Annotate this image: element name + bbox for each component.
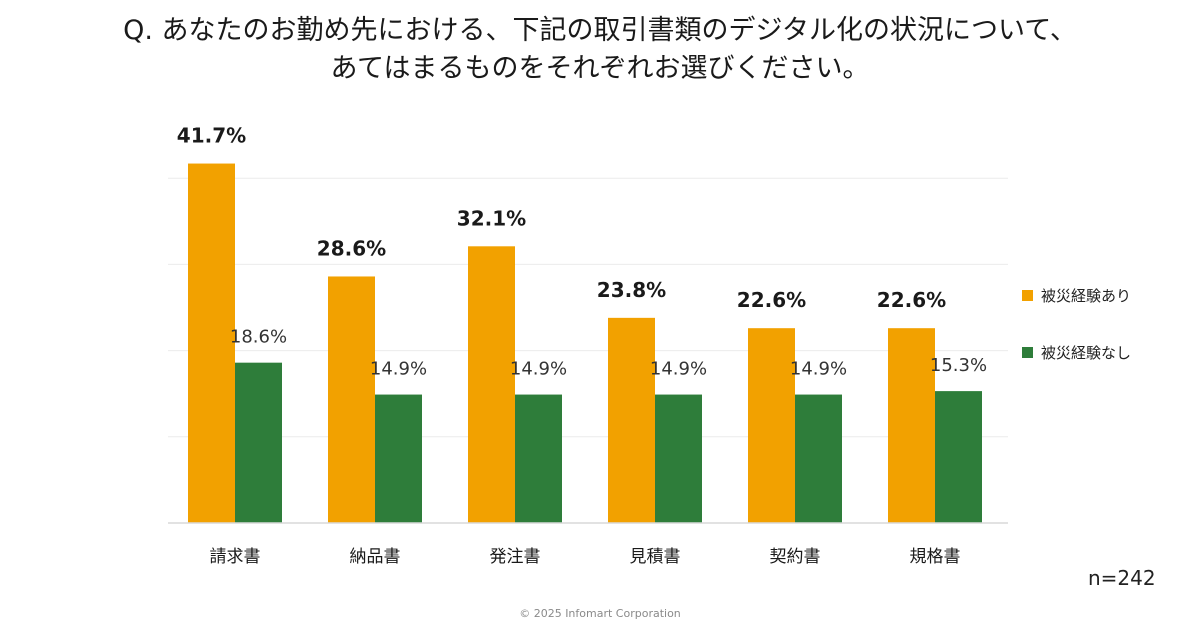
legend-swatch-with-disaster bbox=[1022, 289, 1033, 301]
bar-with-disaster bbox=[188, 163, 235, 523]
data-label-with-disaster: 28.6% bbox=[317, 236, 386, 260]
legend-item-without-disaster: 被災経験なし bbox=[1022, 341, 1131, 363]
category-tick-label: 見積書 bbox=[630, 547, 681, 567]
legend: 被災経験あり 被災経験なし bbox=[1022, 284, 1131, 398]
data-label-without-disaster: 14.9% bbox=[370, 359, 427, 380]
category-tick-label: 発注書 bbox=[490, 547, 541, 567]
bar-without-disaster bbox=[515, 394, 562, 523]
data-label-with-disaster: 22.6% bbox=[877, 288, 946, 312]
data-label-with-disaster: 22.6% bbox=[737, 288, 806, 312]
sample-size-label: n=242 bbox=[1088, 566, 1156, 590]
bar-without-disaster bbox=[375, 394, 422, 523]
bar-with-disaster bbox=[468, 246, 515, 523]
data-label-without-disaster: 14.9% bbox=[510, 359, 567, 380]
data-label-without-disaster: 18.6% bbox=[230, 327, 287, 348]
data-label-with-disaster: 41.7% bbox=[177, 124, 246, 148]
legend-swatch-without-disaster bbox=[1022, 346, 1033, 358]
bar-without-disaster bbox=[795, 394, 842, 523]
legend-label-without-disaster: 被災経験なし bbox=[1041, 343, 1132, 362]
legend-item-with-disaster: 被災経験あり bbox=[1022, 284, 1131, 306]
bar-without-disaster bbox=[935, 391, 982, 523]
category-tick-label: 契約書 bbox=[770, 547, 821, 567]
bar-without-disaster bbox=[655, 394, 702, 523]
bar-with-disaster bbox=[748, 328, 795, 523]
data-label-without-disaster: 15.3% bbox=[930, 355, 987, 376]
data-label-without-disaster: 14.9% bbox=[790, 359, 847, 380]
bar-with-disaster bbox=[608, 317, 655, 523]
chart-title: Q. あなたのお勤め先における、下記の取引書類のデジタル化の状況について、 あて… bbox=[0, 12, 1200, 88]
data-label-with-disaster: 32.1% bbox=[457, 206, 526, 230]
bar-with-disaster bbox=[328, 276, 375, 523]
copyright-footer: © 2025 Infomart Corporation bbox=[519, 607, 681, 620]
data-label-without-disaster: 14.9% bbox=[650, 359, 707, 380]
bar-without-disaster bbox=[235, 362, 282, 523]
category-tick-label: 規格書 bbox=[910, 547, 961, 567]
bar-with-disaster bbox=[888, 328, 935, 523]
category-tick-label: 請求書 bbox=[210, 547, 261, 567]
chart-title-line-1: Q. あなたのお勤め先における、下記の取引書類のデジタル化の状況について、 bbox=[123, 15, 1077, 46]
legend-label-with-disaster: 被災経験あり bbox=[1041, 286, 1132, 305]
data-label-with-disaster: 23.8% bbox=[597, 278, 666, 302]
category-tick-label: 納品書 bbox=[350, 547, 401, 567]
chart-title-line-2: あてはまるものをそれぞれお選びください。 bbox=[330, 53, 870, 84]
